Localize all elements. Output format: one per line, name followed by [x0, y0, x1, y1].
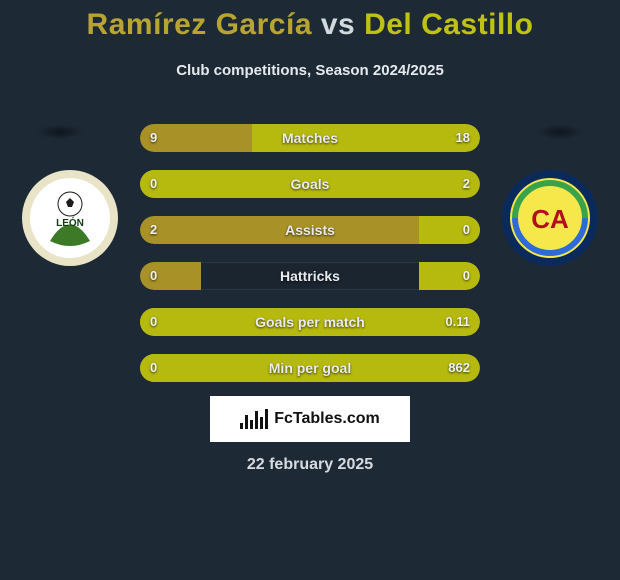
club-crest-right-svg: CA	[500, 168, 600, 268]
stat-row: 00Hattricks	[140, 262, 480, 290]
brand-text: FcTables.com	[274, 410, 380, 428]
brand-bar	[265, 409, 268, 429]
page-title: Ramírez García vs Del Castillo	[0, 8, 620, 42]
brand-bars-icon	[240, 409, 268, 429]
title-connector: vs	[321, 8, 355, 41]
player-left-shadow	[36, 124, 84, 140]
brand-bar	[245, 415, 248, 429]
stat-row: 0862Min per goal	[140, 354, 480, 382]
club-crest-right: CA	[500, 168, 600, 268]
brand-badge: FcTables.com	[210, 396, 410, 442]
stat-bars-container: 918Matches 02Goals 20Assists 00Hattricks 00.…	[140, 124, 480, 400]
stat-label: Min per goal	[140, 354, 480, 382]
crest-left-text: LEÓN	[56, 216, 84, 229]
brand-text-bold: Fc	[274, 410, 293, 427]
stat-label: Goals	[140, 170, 480, 198]
brand-text-rest: Tables.com	[293, 410, 380, 427]
stat-label: Goals per match	[140, 308, 480, 336]
player-right-name: Del Castillo	[364, 8, 533, 41]
stat-label: Matches	[140, 124, 480, 152]
stat-label: Hattricks	[140, 262, 480, 290]
stat-row: 918Matches	[140, 124, 480, 152]
club-crest-left-svg: LEÓN	[20, 168, 120, 268]
comparison-infographic: Ramírez García vs Del Castillo Club comp…	[0, 0, 620, 580]
stat-row: 00.11Goals per match	[140, 308, 480, 336]
brand-bar	[250, 420, 253, 429]
subtitle: Club competitions, Season 2024/2025	[0, 62, 620, 79]
stat-row: 02Goals	[140, 170, 480, 198]
brand-bar	[240, 423, 243, 429]
brand-bar	[255, 411, 258, 429]
crest-right-text: CA	[531, 204, 569, 234]
club-crest-left: LEÓN	[20, 168, 120, 268]
stat-label: Assists	[140, 216, 480, 244]
footer-date: 22 february 2025	[0, 456, 620, 474]
brand-bar	[260, 417, 263, 429]
stat-row: 20Assists	[140, 216, 480, 244]
player-right-shadow	[536, 124, 584, 140]
player-left-name: Ramírez García	[87, 8, 312, 41]
